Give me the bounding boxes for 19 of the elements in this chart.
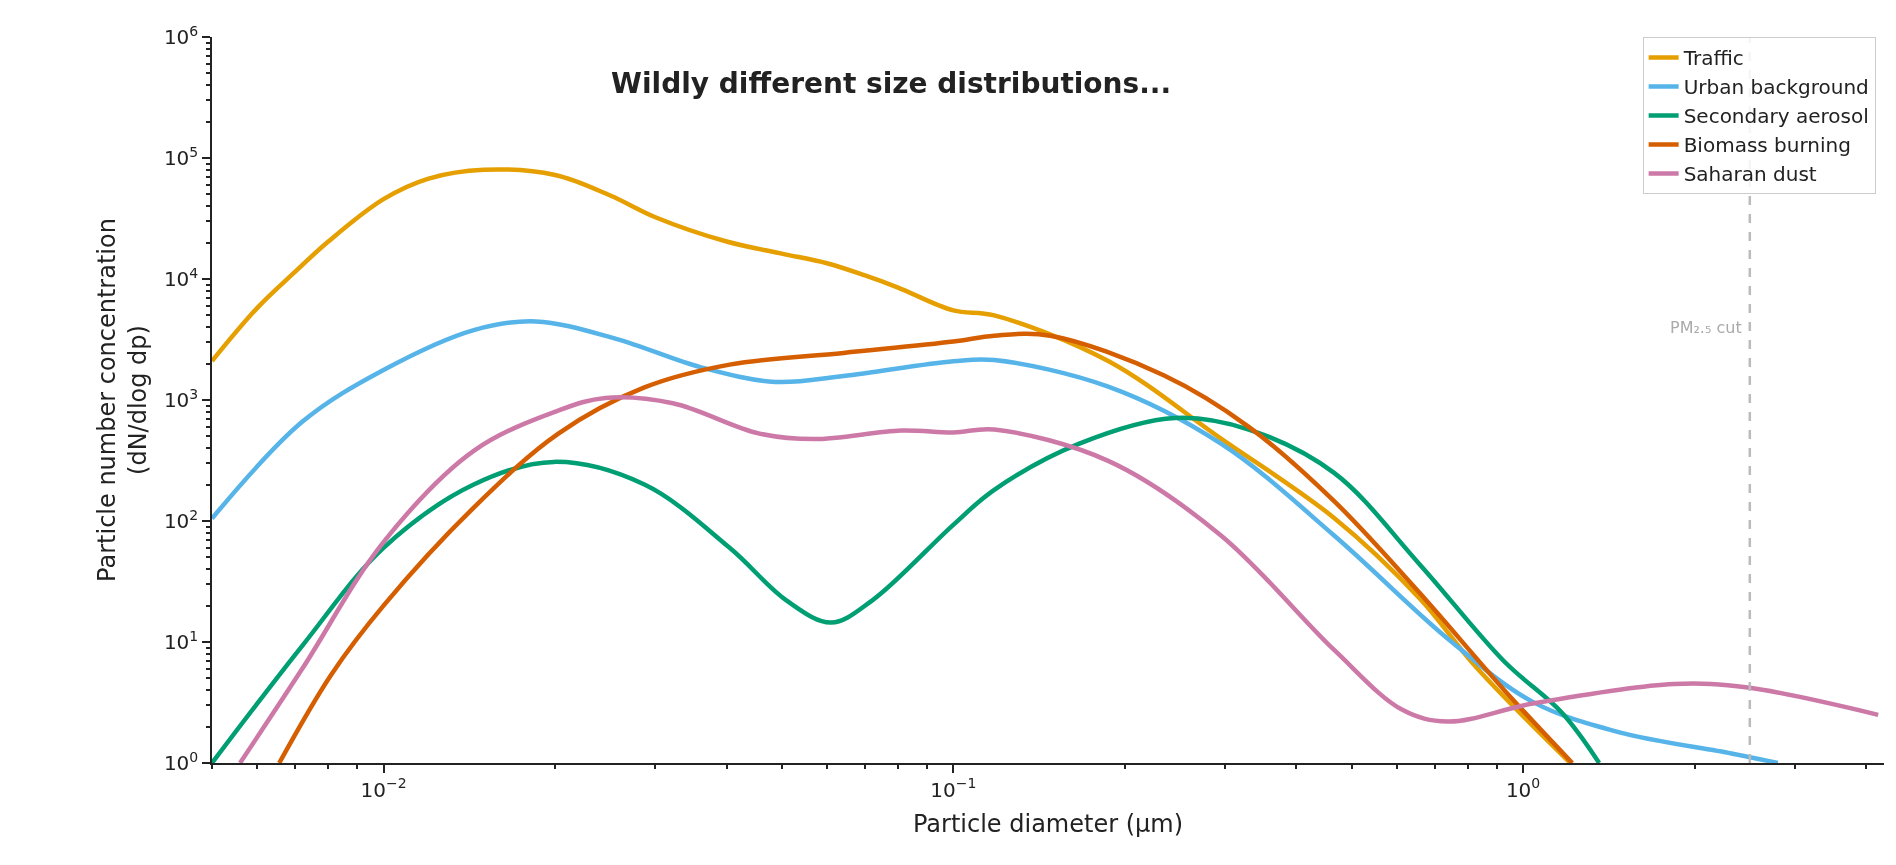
ref-line-label: PM₂.₅ cut <box>1670 318 1742 337</box>
y-tick-label: 10$^{5}$ <box>163 143 199 170</box>
legend-label: Biomass burning <box>1683 133 1851 158</box>
y-tick-label: 10$^{4}$ <box>163 264 199 291</box>
text: Wildly different size distributions... <box>611 67 1172 101</box>
legend-label: Traffic <box>1682 46 1744 71</box>
x-tick-label: 10$^{−1}$ <box>930 775 977 802</box>
legend-label: Secondary aerosol <box>1683 104 1869 129</box>
y-tick-label: 10$^{2}$ <box>163 506 199 533</box>
x-axis-title: Particle diameter (µm) <box>912 809 1184 838</box>
y-tick-label: 10$^{1}$ <box>163 627 199 654</box>
y-tick-label: 10$^{3}$ <box>163 385 199 412</box>
legend-label: Saharan dust <box>1683 162 1817 187</box>
y-tick-label: 10$^{6}$ <box>163 22 199 49</box>
legend-label: Urban background <box>1683 75 1869 100</box>
y-axis-title: Particle number concentration (dN/dlog dp) <box>93 218 153 582</box>
x-tick-label: 10$^{−2}$ <box>360 775 407 802</box>
x-tick-label: 10$^{0}$ <box>1505 775 1541 802</box>
y-tick-label: 10$^{0}$ <box>163 748 199 775</box>
